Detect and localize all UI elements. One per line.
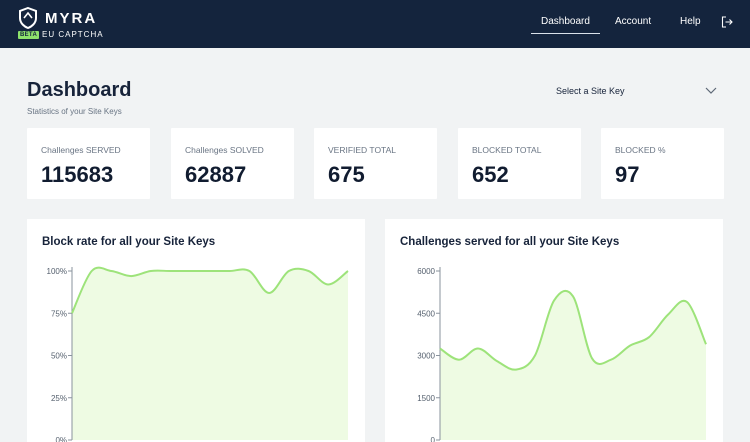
nav-help[interactable]: Help	[680, 16, 701, 27]
top-navigation-bar: MYRA BETA EU CAPTCHA Dashboard Account H…	[0, 0, 750, 48]
y-tick-label: 3000	[417, 352, 435, 361]
stat-value: 675	[328, 162, 365, 187]
chart-series-line	[439, 289, 707, 371]
chart-area-fill	[440, 290, 706, 440]
site-key-select[interactable]: Select a Site Key	[556, 86, 625, 96]
stat-label: Challenges SOLVED	[185, 145, 264, 155]
stat-label: BLOCKED TOTAL	[472, 145, 542, 155]
nav-dashboard[interactable]: Dashboard	[531, 16, 600, 34]
y-tick-label: 1500	[417, 394, 435, 403]
stat-card-verified-total: VERIFIED TOTAL 675	[314, 128, 437, 199]
stat-label: BLOCKED %	[615, 145, 666, 155]
logout-icon[interactable]	[721, 16, 733, 28]
stat-value: 115683	[41, 162, 114, 187]
stat-card-challenges-served: Challenges SERVED 115683	[27, 128, 150, 199]
stat-value: 652	[472, 162, 509, 187]
chart-title: Block rate for all your Site Keys	[42, 236, 216, 248]
product-name: EU CAPTCHA	[42, 30, 104, 39]
beta-badge: BETA	[18, 31, 40, 39]
chart-series-line	[71, 266, 349, 314]
stat-card-blocked-percent: BLOCKED % 97	[601, 128, 724, 199]
stat-card-blocked-total: BLOCKED TOTAL 652	[458, 128, 581, 199]
challenges-served-chart-card: Challenges served for all your Site Keys…	[385, 219, 723, 442]
y-tick-label: 4500	[417, 309, 435, 318]
y-tick-label: 25%	[51, 394, 67, 403]
stat-label: Challenges SERVED	[41, 145, 121, 155]
block-rate-chart: 100% 75% 50% 25% 0%	[47, 266, 349, 442]
y-tick-label: 50%	[51, 352, 67, 361]
y-tick-label: 6000	[417, 267, 435, 276]
stat-value: 62887	[185, 162, 247, 187]
y-tick-label: 100%	[47, 267, 67, 276]
block-rate-chart-card: Block rate for all your Site Keys 100% 75…	[27, 219, 365, 442]
brand-name: MYRA	[45, 10, 98, 27]
y-tick-label: 0	[431, 436, 436, 442]
chevron-down-icon[interactable]	[705, 86, 717, 95]
chart-title: Challenges served for all your Site Keys	[400, 236, 620, 248]
stat-label: VERIFIED TOTAL	[328, 145, 397, 155]
page-subtitle: Statistics of your Site Keys	[27, 107, 122, 116]
stat-value: 97	[615, 162, 640, 187]
y-tick-label: 75%	[51, 309, 67, 318]
chart-area-fill	[72, 267, 348, 440]
challenges-served-chart: 6000 4500 3000 1500 0	[417, 267, 707, 442]
y-tick-label: 0%	[55, 436, 67, 442]
stat-card-challenges-solved: Challenges SOLVED 62887	[171, 128, 294, 199]
nav-account[interactable]: Account	[615, 16, 652, 27]
page-title: Dashboard	[27, 79, 132, 101]
shield-icon	[19, 7, 37, 29]
